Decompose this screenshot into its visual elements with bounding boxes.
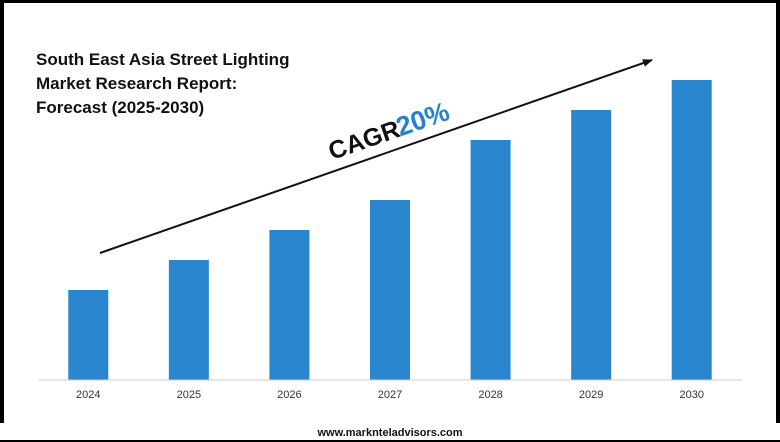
x-tick-label-2025: 2025: [177, 389, 201, 401]
title-line-3: Forecast (2025-2030): [36, 98, 205, 117]
cagr-annotation: CAGR 20%: [325, 96, 453, 165]
cagr-label: CAGR: [325, 115, 404, 165]
bar-2027: [370, 200, 410, 380]
growth-arrow: [99, 59, 653, 254]
bars-group: [68, 80, 712, 380]
bar-2025: [168, 260, 209, 380]
bar-2029: [571, 110, 612, 380]
x-tick-label-2024: 2024: [76, 389, 100, 401]
x-tick-label-2030: 2030: [679, 389, 703, 401]
bar-2028: [470, 140, 511, 380]
chart-title: South East Asia Street Lighting Market R…: [36, 48, 289, 120]
x-tick-label-2029: 2029: [579, 389, 603, 401]
footer-website: www.marknteladvisors.com: [317, 427, 463, 439]
x-tick-label-2026: 2026: [277, 389, 301, 401]
cagr-value: 20%: [392, 96, 453, 142]
title-line-1: South East Asia Street Lighting: [36, 50, 290, 69]
x-axis-ticks: 2024 2025 2026 2027 2028 2029 2030: [76, 389, 704, 401]
x-tick-label-2027: 2027: [378, 389, 402, 401]
title-line-2: Market Research Report:: [36, 74, 238, 93]
x-tick-label-2028: 2028: [478, 389, 502, 401]
bar-2024: [68, 290, 109, 380]
bar-2026: [269, 230, 310, 380]
footer: www.marknteladvisors.com: [0, 423, 780, 440]
bar-2030: [671, 80, 712, 380]
